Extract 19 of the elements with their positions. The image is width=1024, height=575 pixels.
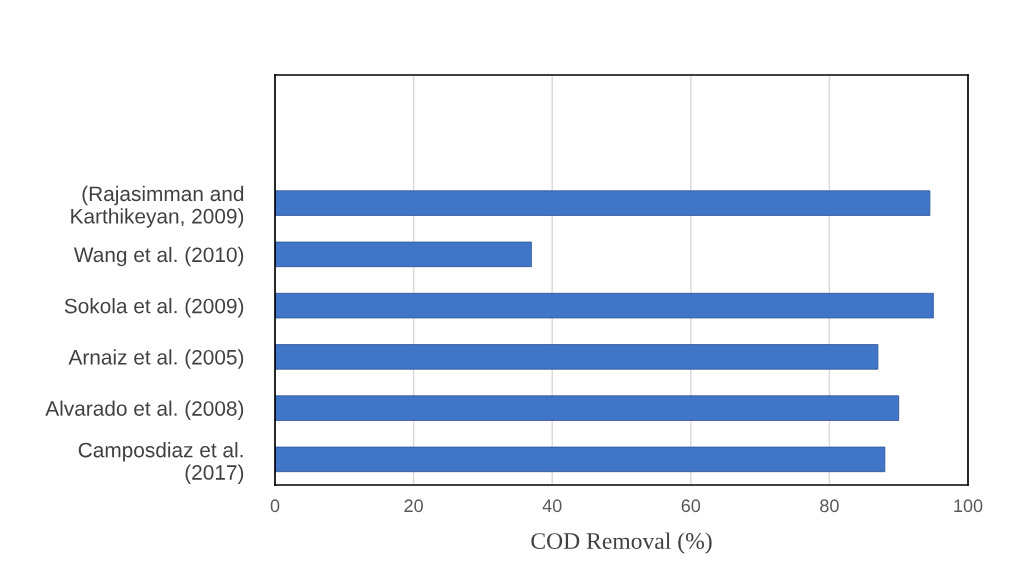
bar [275, 190, 931, 216]
y-tick-label: (Rajasimman and Karthikeyan, 2009) [71, 185, 244, 228]
bar [275, 292, 934, 319]
y-tick-label: Sokola et al. (2009) [64, 298, 244, 318]
y-tick-label: Arnaiz et al. (2005) [68, 349, 244, 369]
x-tick-label: 20 [404, 499, 423, 513]
bar [275, 395, 900, 421]
x-tick-label: 100 [954, 499, 983, 513]
x-tick-label: 60 [681, 499, 701, 513]
x-tick-label: 40 [542, 499, 562, 513]
bar [275, 446, 886, 473]
x-tick-label: 0 [270, 499, 280, 513]
bar [275, 344, 879, 370]
bar [275, 241, 532, 268]
y-tick-label: Wang et al. (2010) [73, 246, 244, 267]
x-axis-title: COD Removal (%) [531, 532, 712, 554]
x-tick-label: 80 [820, 499, 839, 513]
y-tick-label: Camposdiaz et al. (2017) [78, 442, 244, 484]
y-tick-label: Alvarado et al. (2008) [45, 400, 244, 420]
